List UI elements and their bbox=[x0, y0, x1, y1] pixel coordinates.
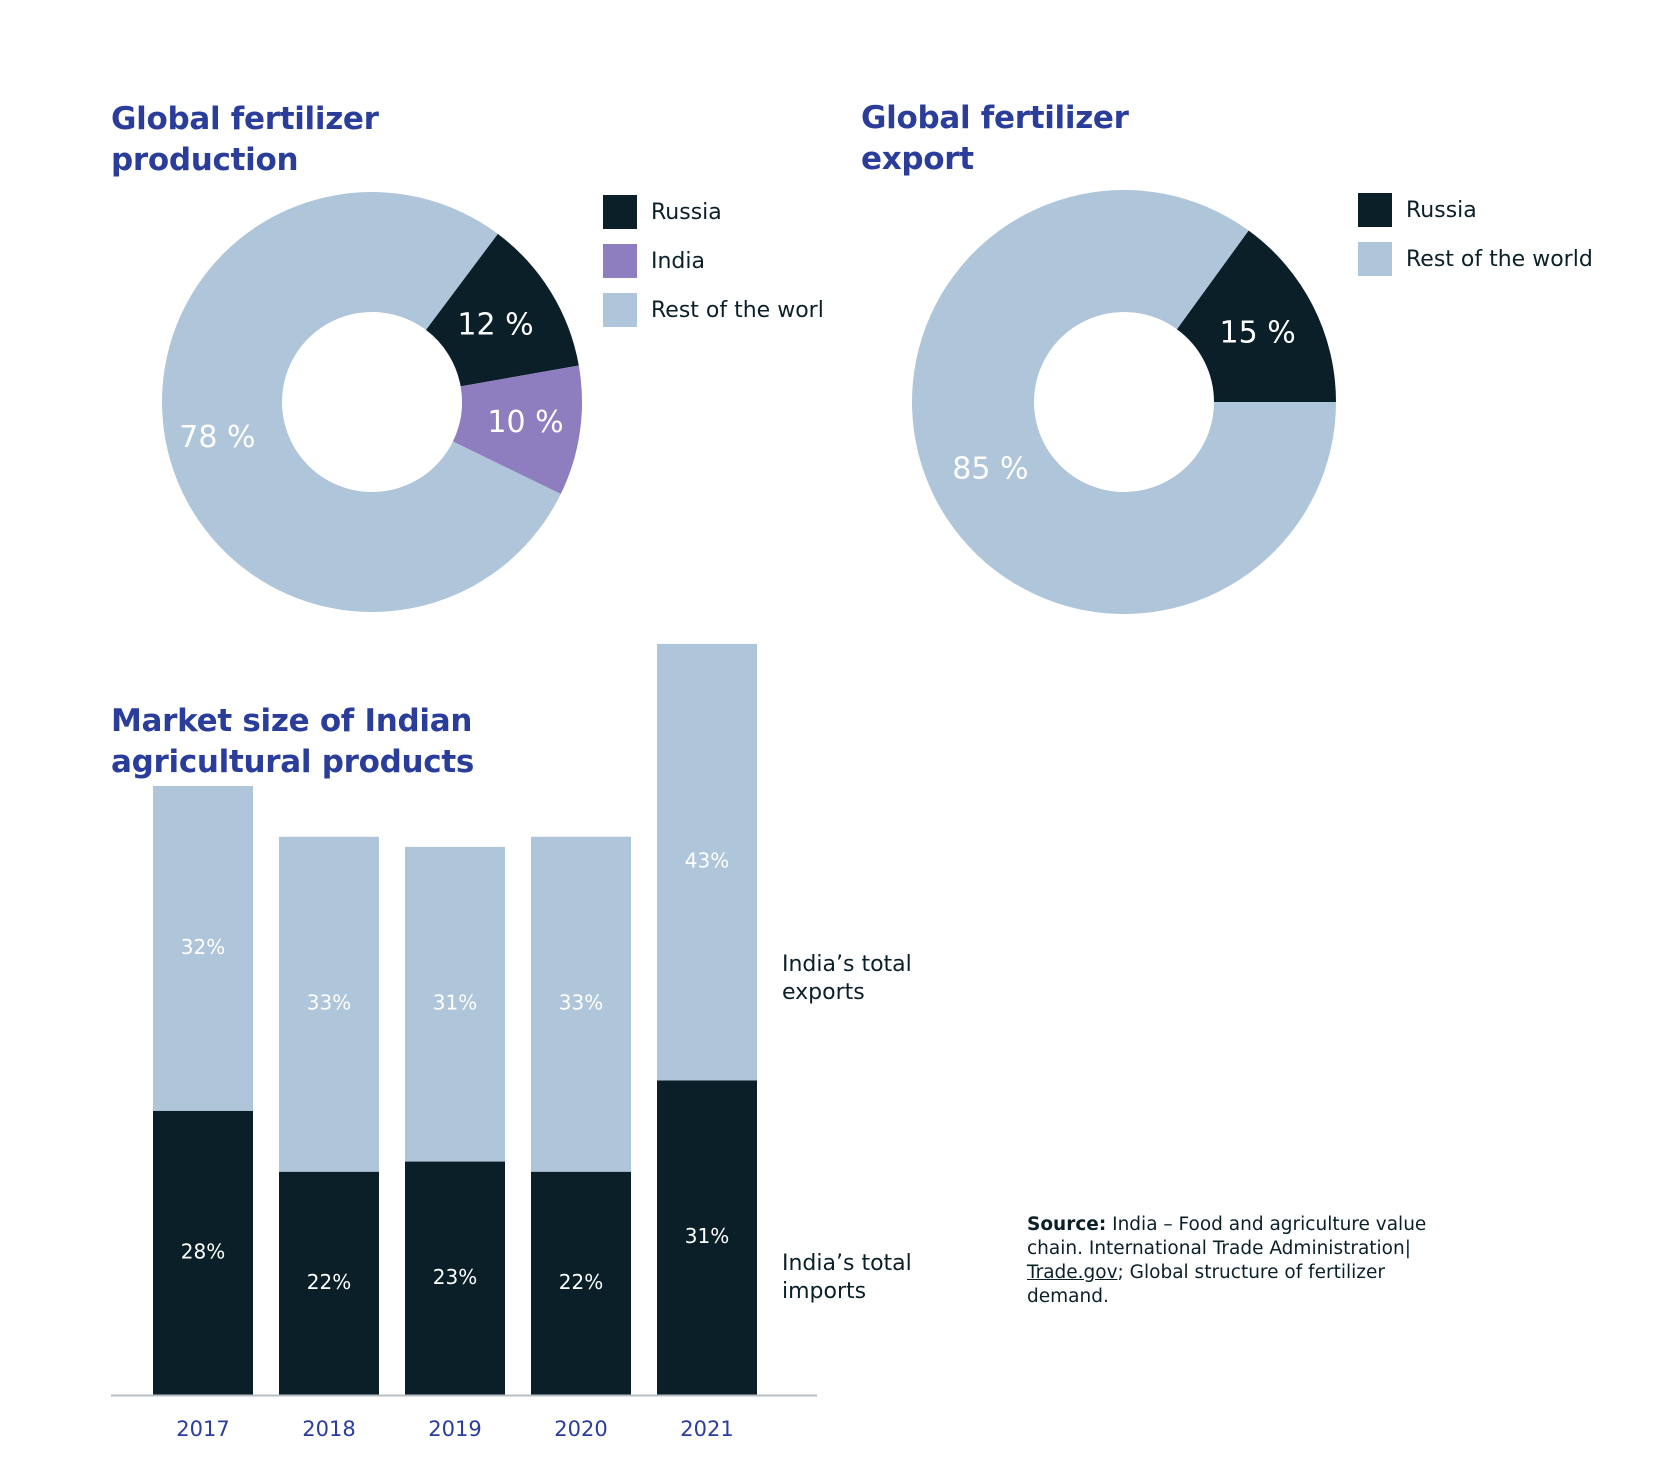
production-slice-label-india: 10 % bbox=[487, 405, 563, 440]
x-tick-label-2019: 2019 bbox=[428, 1417, 481, 1441]
x-tick-label-2018: 2018 bbox=[302, 1417, 355, 1441]
export-title-line-2: export bbox=[861, 141, 974, 177]
bar-exports-label-2018: 33% bbox=[307, 991, 351, 1015]
bar-imports-label-2021: 31% bbox=[685, 1224, 729, 1248]
bar-imports-2017 bbox=[153, 1110, 253, 1395]
export-chart-title: Global fertilizer export bbox=[861, 98, 1129, 180]
bar-imports-label-2020: 22% bbox=[559, 1270, 603, 1294]
bar-imports-label-2019: 23% bbox=[433, 1265, 477, 1289]
series-label-india-s-total-imports-line-1: India’s total bbox=[782, 1251, 912, 1276]
production-donut-chart: 12 % 10 % 78 % Russia India Rest of the worl bbox=[162, 192, 824, 612]
series-label-india-s-total-imports-line-2: imports bbox=[782, 1279, 866, 1304]
production-legend-label-india: India bbox=[651, 249, 705, 274]
bar-exports-2020 bbox=[531, 836, 631, 1172]
production-legend-swatch-india bbox=[603, 244, 637, 278]
bar-imports-2020 bbox=[531, 1171, 631, 1395]
bar-imports-2019 bbox=[405, 1161, 505, 1395]
export-legend-swatch-rest-of-the-world bbox=[1358, 242, 1392, 276]
production-title-line-1: Global fertilizer bbox=[111, 101, 379, 137]
production-slice-russia bbox=[425, 233, 579, 387]
production-title-line-2: production bbox=[111, 142, 299, 178]
bar-exports-2018 bbox=[279, 836, 379, 1172]
production-legend-label-russia: Russia bbox=[651, 200, 722, 225]
export-legend-label-rest-of-the-world: Rest of the world bbox=[1406, 247, 1593, 272]
bar-imports-2021 bbox=[657, 1080, 757, 1395]
source-text-after: ; Global structure of fertilizer demand. bbox=[1027, 1262, 1385, 1307]
export-legend-swatch-russia bbox=[1358, 193, 1392, 227]
bar-exports-label-2019: 31% bbox=[433, 991, 477, 1015]
export-slice-label-rest-of-the-world: 85 % bbox=[952, 452, 1028, 487]
production-legend-swatch-russia bbox=[603, 195, 637, 229]
source-link[interactable]: Trade.gov bbox=[1027, 1262, 1118, 1283]
bar-imports-label-2018: 22% bbox=[307, 1270, 351, 1294]
production-legend-label-rest-of-the-worl: Rest of the worl bbox=[651, 298, 824, 323]
source-text-before: India – Food and agriculture value chain… bbox=[1027, 1214, 1427, 1259]
market-bar-chart: 28% 32% 2017 22% 33% 2018 23% 31% 2019 22% 33% 2020… bbox=[111, 643, 912, 1441]
source-note: Source: India – Food and agriculture val… bbox=[1027, 1213, 1467, 1309]
export-slice-rest-of-the-world bbox=[912, 189, 1336, 614]
bar-exports-2017 bbox=[153, 786, 253, 1111]
production-slice-label-russia: 12 % bbox=[457, 308, 533, 343]
market-title-line-2: agricultural products bbox=[111, 744, 474, 780]
export-legend-label-russia: Russia bbox=[1406, 198, 1477, 223]
export-title-line-1: Global fertilizer bbox=[861, 100, 1129, 136]
bar-imports-label-2017: 28% bbox=[181, 1239, 225, 1263]
source-label: Source: bbox=[1027, 1214, 1107, 1235]
export-donut-chart: 15 % 85 % Russia Rest of the world bbox=[912, 189, 1593, 614]
market-title-line-1: Market size of Indian bbox=[111, 703, 473, 739]
production-slice-label-rest-of-the-worl: 78 % bbox=[179, 420, 255, 455]
bar-exports-label-2020: 33% bbox=[559, 991, 603, 1015]
x-tick-label-2017: 2017 bbox=[176, 1417, 229, 1441]
production-chart-title: Global fertilizer production bbox=[111, 99, 379, 181]
series-label-india-s-total-exports-line-2: exports bbox=[782, 980, 865, 1005]
production-legend-swatch-rest-of-the-worl bbox=[603, 293, 637, 327]
bar-imports-2018 bbox=[279, 1171, 379, 1395]
production-slice-india bbox=[452, 365, 583, 495]
market-chart-title: Market size of Indian agricultural produ… bbox=[111, 701, 474, 783]
export-slice-russia bbox=[1176, 230, 1336, 402]
x-tick-label-2020: 2020 bbox=[554, 1417, 607, 1441]
bar-exports-label-2021: 43% bbox=[685, 849, 729, 873]
bar-exports-label-2017: 32% bbox=[181, 935, 225, 959]
x-tick-label-2021: 2021 bbox=[680, 1417, 733, 1441]
production-slice-rest-of-the-worl bbox=[162, 192, 561, 612]
bar-exports-2021 bbox=[657, 643, 757, 1081]
series-label-india-s-total-exports-line-1: India’s total bbox=[782, 952, 912, 977]
export-slice-label-russia: 15 % bbox=[1220, 315, 1296, 350]
bar-exports-2019 bbox=[405, 846, 505, 1162]
